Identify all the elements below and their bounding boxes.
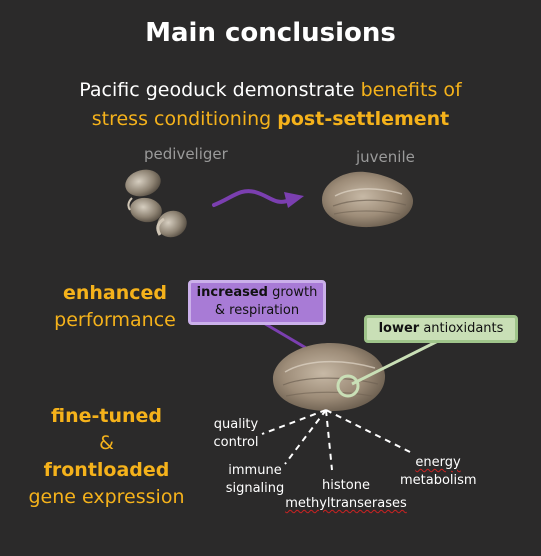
label-methyltransferases: methyltranserases <box>285 496 407 511</box>
subtitle-text-gold: benefits of <box>360 79 462 101</box>
label-histone: histone <box>322 478 370 493</box>
clam-image <box>272 343 386 412</box>
green-box-bold: lower <box>378 321 420 336</box>
gene-expression-label: fine-tuned & frontloaded gene expression <box>14 403 199 511</box>
label-frontloaded: frontloaded <box>43 459 170 481</box>
subtitle-line-1: Pacific geoduck demonstrate benefits of <box>0 76 541 105</box>
gene-connector-lines <box>261 409 411 471</box>
label-histone-methyltransferases: histone methyltranserases <box>282 477 410 513</box>
connector-green <box>351 338 441 386</box>
purple-box-line-2: & respiration <box>214 303 300 318</box>
performance-label: enhanced performance <box>30 280 200 334</box>
increased-growth-box: increased growth & respiration <box>188 280 326 325</box>
lower-antioxidants-box: lower antioxidants <box>364 315 518 343</box>
purple-box-bold: increased <box>196 285 268 300</box>
purple-box-rest: growth <box>267 285 318 300</box>
subtitle: Pacific geoduck demonstrate benefits of … <box>0 76 541 134</box>
label-gene-expression: gene expression <box>28 486 185 508</box>
label-fine-tuned: fine-tuned <box>50 405 162 427</box>
developmental-arrow-icon <box>212 189 304 208</box>
label-performance: performance <box>54 309 176 331</box>
label-quality-control: quality control <box>206 416 266 452</box>
subtitle-line-2: stress conditioning post-settlement <box>0 105 541 134</box>
stage-label-juvenile: juvenile <box>356 148 415 166</box>
subtitle-text-gold-2: stress conditioning <box>91 108 278 130</box>
connector-green-circle <box>336 374 360 398</box>
stage-label-pediveliger: pediveliger <box>144 145 228 163</box>
label-metabolism: metabolism <box>400 473 477 488</box>
green-box-rest: antioxidants <box>419 321 504 336</box>
purple-box-line-1: increased growth <box>191 284 323 302</box>
subtitle-text-white: Pacific geoduck demonstrate <box>79 79 361 101</box>
label-energy-metabolism: energy metabolism <box>400 454 477 490</box>
label-signaling: signaling <box>225 481 285 496</box>
page-title: Main conclusions <box>145 18 396 48</box>
label-amp: & <box>99 432 114 454</box>
label-quality: quality <box>213 417 259 432</box>
label-immune: immune <box>228 463 282 478</box>
label-control: control <box>213 435 259 450</box>
label-energy: energy <box>415 455 461 470</box>
pediveliger-larvae-image <box>125 169 187 238</box>
subtitle-text-gold-bold: post-settlement <box>277 108 450 130</box>
label-immune-signaling: immune signaling <box>222 462 288 498</box>
label-enhanced: enhanced <box>62 282 168 304</box>
juvenile-clam-image <box>322 171 414 228</box>
